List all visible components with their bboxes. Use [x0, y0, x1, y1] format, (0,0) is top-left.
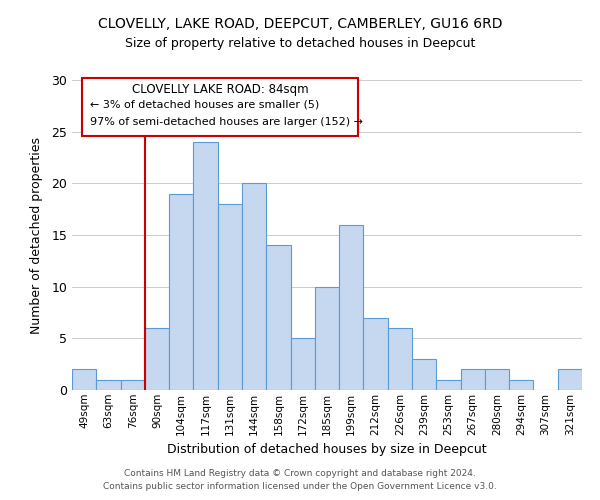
Y-axis label: Number of detached properties: Number of detached properties [30, 136, 43, 334]
Bar [461, 370, 485, 390]
Bar [436, 380, 461, 390]
Bar [169, 194, 193, 390]
Bar [315, 286, 339, 390]
Text: Contains public sector information licensed under the Open Government Licence v3: Contains public sector information licen… [103, 482, 497, 491]
Bar [388, 328, 412, 390]
FancyBboxPatch shape [82, 78, 358, 136]
Bar [193, 142, 218, 390]
X-axis label: Distribution of detached houses by size in Deepcut: Distribution of detached houses by size … [167, 443, 487, 456]
Bar [364, 318, 388, 390]
Bar [72, 370, 96, 390]
Bar [96, 380, 121, 390]
Bar [558, 370, 582, 390]
Text: Contains HM Land Registry data © Crown copyright and database right 2024.: Contains HM Land Registry data © Crown c… [124, 468, 476, 477]
Bar [412, 359, 436, 390]
Text: CLOVELLY LAKE ROAD: 84sqm: CLOVELLY LAKE ROAD: 84sqm [131, 83, 308, 96]
Bar [218, 204, 242, 390]
Text: CLOVELLY, LAKE ROAD, DEEPCUT, CAMBERLEY, GU16 6RD: CLOVELLY, LAKE ROAD, DEEPCUT, CAMBERLEY,… [98, 18, 502, 32]
Text: ← 3% of detached houses are smaller (5): ← 3% of detached houses are smaller (5) [90, 100, 319, 110]
Bar [145, 328, 169, 390]
Bar [509, 380, 533, 390]
Bar [339, 224, 364, 390]
Bar [485, 370, 509, 390]
Text: 97% of semi-detached houses are larger (152) →: 97% of semi-detached houses are larger (… [90, 117, 363, 127]
Text: Size of property relative to detached houses in Deepcut: Size of property relative to detached ho… [125, 38, 475, 51]
Bar [242, 184, 266, 390]
Bar [266, 246, 290, 390]
Bar [121, 380, 145, 390]
Bar [290, 338, 315, 390]
